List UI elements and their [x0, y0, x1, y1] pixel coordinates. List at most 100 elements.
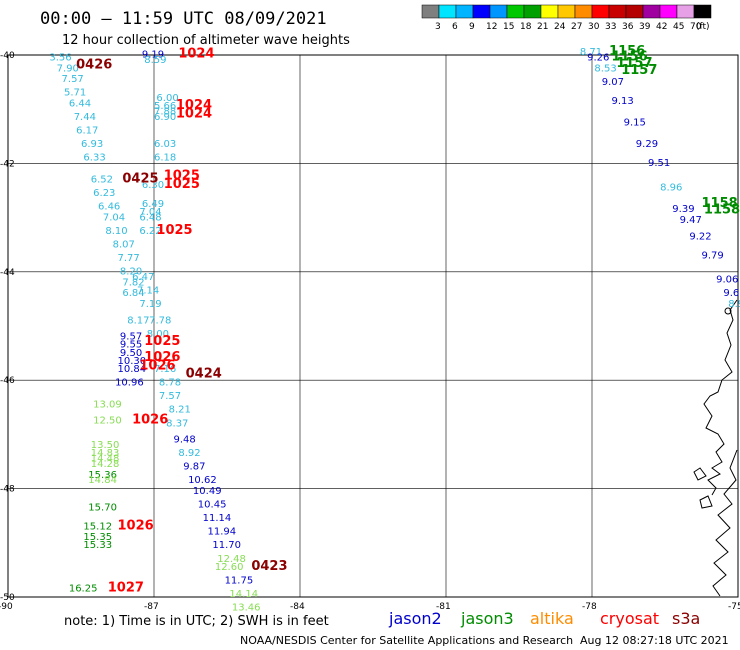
y-tick-label: -40: [0, 51, 15, 61]
island-a: [693, 467, 707, 481]
swh-label: 14.48: [91, 454, 120, 465]
swh-label: 10.49: [193, 486, 222, 497]
time-label: 1025: [164, 177, 200, 192]
swh-label: 6.49: [142, 199, 164, 210]
swh-label: 7.77: [118, 253, 140, 264]
swh-label: 13.09: [93, 399, 122, 410]
time-label: 0426: [76, 58, 112, 73]
swh-label: 14.14: [229, 589, 258, 600]
colorbar: 3 6 9 12 15 18 21 24 27 30 33 36 39 42 45 70(ft): [421, 4, 712, 32]
note-text: note: 1) Time is in UTC; 2) SWH is in fe…: [64, 614, 329, 629]
colorbar-swatch: [676, 4, 695, 19]
swh-label: 9.19: [142, 50, 164, 61]
swh-label: 10.45: [198, 500, 227, 511]
swh-label: 7.44: [74, 112, 96, 123]
axis-tick-labels: -90 -87 -84 -81 -78 -75 -40 -42 -44 -46 -48 -50: [0, 51, 740, 612]
colorbar-swatch: [557, 4, 576, 19]
island-b: [699, 495, 713, 509]
swh-label: 9.26: [587, 52, 609, 63]
swh-label: 12.60: [215, 562, 244, 573]
colorbar-swatch: [540, 4, 559, 19]
swh-label: 9.22: [689, 231, 711, 242]
swh-label: 8.37: [166, 418, 188, 429]
swh-label: 8.92: [178, 448, 200, 459]
colorbar-swatch: [642, 4, 661, 19]
chart-title: 00:00 – 11:59 UTC 08/09/2021: [40, 9, 327, 29]
swh-label: 9.57: [120, 332, 142, 343]
time-label: 1157: [621, 63, 657, 78]
colorbar-tick: 24: [554, 22, 566, 32]
x-tick-label: -75: [728, 602, 740, 612]
swh-label: 7.57: [62, 74, 84, 85]
time-label: 1024: [176, 98, 212, 113]
colorbar-swatch: [472, 4, 491, 19]
colorbar-tick: 12: [486, 22, 497, 32]
swh-label: 15.12: [83, 521, 112, 532]
coastline-lower: [712, 449, 738, 597]
swh-label: 6.23: [93, 188, 115, 199]
colorbar-swatch: [438, 4, 457, 19]
swh-label: 15.36: [88, 470, 117, 481]
swh-label: 6.33: [83, 153, 105, 164]
time-label: 1158: [702, 196, 738, 211]
swh-label: 5.66: [154, 101, 176, 112]
swh-label: 6.90: [154, 112, 176, 123]
colorbar-swatch: [608, 4, 627, 19]
colorbar-tick: 39: [639, 22, 651, 32]
legend-cryosat: cryosat: [600, 609, 659, 628]
x-tick-label: -90: [0, 602, 13, 612]
time-label: 1025: [156, 223, 192, 238]
swh-label: 9.15: [624, 117, 646, 128]
chart-subtitle: 12 hour collection of altimeter wave hei…: [62, 33, 350, 48]
time-label: 1158: [704, 202, 740, 217]
swh-label: 9.39: [672, 204, 694, 215]
swh-label: 10.96: [115, 378, 144, 389]
colorbar-tick: 15: [503, 22, 514, 32]
colorbar-swatch: [591, 4, 610, 19]
swh-label: 7.04: [139, 207, 161, 218]
time-label: 1026: [132, 413, 168, 428]
time-label: 1024: [176, 106, 212, 121]
swh-label: 8.92: [728, 299, 740, 310]
swh-label: 9.47: [680, 215, 702, 226]
colorbar-unit: (ft): [696, 22, 710, 32]
colorbar-swatch: [506, 4, 525, 19]
swh-label: 9.13: [611, 96, 633, 107]
colorbar-swatch: [455, 4, 474, 19]
swh-label: 7.88: [154, 107, 176, 118]
swh-label: 6.30: [142, 180, 164, 191]
colorbar-swatch: [421, 4, 440, 19]
swh-label: 10.62: [188, 475, 217, 486]
swh-label: 6.18: [154, 153, 176, 164]
swh-label: 11.70: [212, 540, 241, 551]
swh-label: 6.00: [156, 93, 178, 104]
time-label: 0423: [251, 559, 287, 574]
coastline: [693, 299, 738, 597]
colorbar-tick: 30: [588, 22, 600, 32]
colorbar-tick: 27: [571, 22, 582, 32]
colorbar-tick: 70: [690, 22, 702, 32]
swh-label: 7.04: [103, 212, 125, 223]
swh-label: 14.84: [88, 475, 117, 486]
swh-label: 8.07: [113, 239, 135, 250]
swh-label: 6.48: [139, 212, 161, 223]
swh-label: 9.07: [602, 77, 624, 88]
coastline-upper: [703, 299, 738, 496]
swh-label: 8.71: [580, 47, 602, 58]
swh-label: 3.56: [49, 52, 71, 63]
time-label: 1024: [178, 47, 214, 62]
time-label: 1027: [108, 581, 144, 596]
swh-label: 8.96: [660, 183, 682, 194]
swh-label: 8.17: [127, 315, 149, 326]
swh-label: 6.22: [139, 226, 161, 237]
y-tick-label: -48: [0, 485, 15, 495]
colorbar-swatch: [693, 4, 712, 19]
swh-label: 13.50: [91, 440, 120, 451]
time-label: 1157: [616, 56, 652, 71]
swh-label: 10.84: [118, 364, 147, 375]
colorbar-tick: 18: [520, 22, 532, 32]
swh-label: 7.90: [57, 63, 79, 74]
swh-label: 8.00: [147, 329, 169, 340]
